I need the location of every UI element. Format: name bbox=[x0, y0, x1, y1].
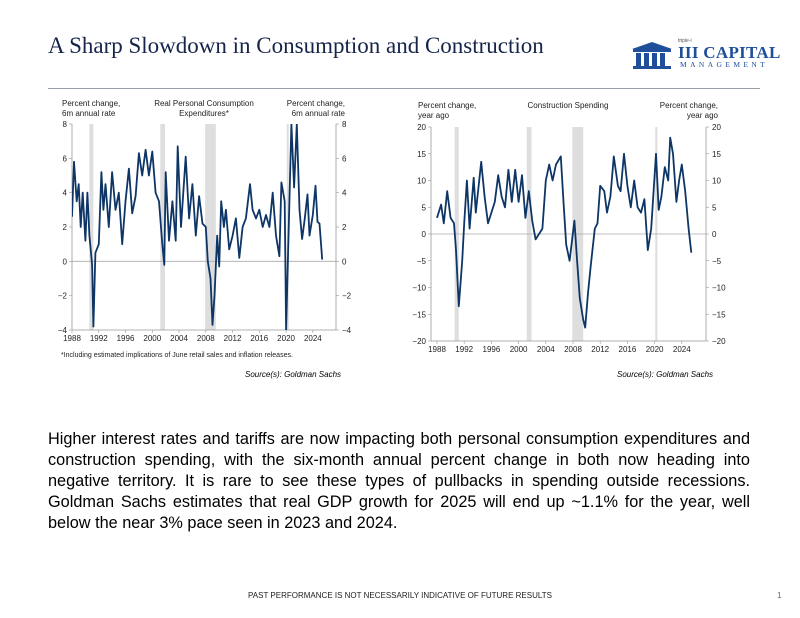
x-tick-label: 2024 bbox=[304, 334, 322, 343]
pce-source: Source(s): Goldman Sachs bbox=[245, 370, 342, 379]
x-tick-label: 2000 bbox=[510, 345, 528, 354]
y-axis-label-left: 6m annual rate bbox=[62, 109, 116, 118]
chart-footnote: *Including estimated implications of Jun… bbox=[61, 352, 293, 359]
y-tick-label-left: −4 bbox=[58, 326, 68, 335]
y-tick-label-right: −4 bbox=[342, 326, 352, 335]
x-tick-label: 2004 bbox=[170, 334, 188, 343]
y-tick-label-right: 2 bbox=[342, 223, 347, 232]
title-divider bbox=[48, 88, 760, 89]
y-tick-label-right: 10 bbox=[712, 177, 721, 186]
chart-title: Construction Spending bbox=[528, 101, 609, 110]
chart-title: Real Personal Consumption bbox=[154, 99, 254, 108]
y-tick-label-left: −10 bbox=[412, 284, 426, 293]
y-tick-label-right: 5 bbox=[712, 203, 717, 212]
x-tick-label: 2004 bbox=[537, 345, 555, 354]
y-tick-label-left: 15 bbox=[417, 150, 426, 159]
building-columns-icon bbox=[632, 42, 672, 69]
recession-band bbox=[205, 124, 216, 330]
x-tick-label: 2020 bbox=[277, 334, 295, 343]
y-axis-label-right: Percent change, bbox=[660, 101, 718, 110]
y-tick-label-right: −2 bbox=[342, 292, 352, 301]
y-tick-label-left: 0 bbox=[422, 230, 427, 239]
pce-chart: −4 −4 −2 −2 0 0 2 2 4 4 6 6 8 8 1988 1992 1996 2000 2004 20… bbox=[58, 99, 352, 359]
x-tick-label: 2016 bbox=[619, 345, 637, 354]
y-tick-label-left: −2 bbox=[58, 292, 68, 301]
y-tick-label-left: 20 bbox=[417, 123, 426, 132]
x-tick-label: 2008 bbox=[564, 345, 582, 354]
y-tick-label-left: 4 bbox=[63, 189, 68, 198]
y-tick-label-right: −5 bbox=[712, 257, 722, 266]
x-tick-label: 2024 bbox=[673, 345, 691, 354]
x-tick-label: 2012 bbox=[224, 334, 242, 343]
y-tick-label-left: 5 bbox=[422, 203, 427, 212]
y-tick-label-left: 6 bbox=[63, 154, 68, 163]
construction-source: Source(s): Goldman Sachs bbox=[617, 370, 714, 379]
x-tick-label: 2012 bbox=[591, 345, 609, 354]
x-tick-label: 1988 bbox=[63, 334, 81, 343]
y-tick-label-right: −10 bbox=[712, 284, 726, 293]
x-tick-label: 1996 bbox=[483, 345, 501, 354]
series-line bbox=[72, 124, 324, 330]
y-tick-label-left: −15 bbox=[412, 310, 426, 319]
y-axis-label-right: Percent change, bbox=[287, 99, 345, 108]
page-number: 1 bbox=[777, 591, 782, 600]
x-tick-label: 2020 bbox=[646, 345, 664, 354]
y-tick-label-right: 15 bbox=[712, 150, 721, 159]
y-tick-label-right: −15 bbox=[712, 310, 726, 319]
company-logo: triple-i III CAPITAL MANAGEMENT bbox=[630, 38, 780, 70]
logo-tagline: triple-i bbox=[678, 38, 692, 44]
x-tick-label: 1988 bbox=[428, 345, 446, 354]
y-tick-label-right: −20 bbox=[712, 337, 726, 346]
recession-band bbox=[286, 124, 289, 330]
y-tick-label-left: 8 bbox=[63, 120, 68, 129]
x-tick-label: 2000 bbox=[143, 334, 161, 343]
y-tick-label-left: 0 bbox=[63, 257, 68, 266]
x-tick-label: 1992 bbox=[90, 334, 108, 343]
y-tick-label-right: 8 bbox=[342, 120, 347, 129]
y-tick-label-right: 4 bbox=[342, 189, 347, 198]
chart-title: Expenditures* bbox=[179, 109, 229, 118]
y-tick-label-right: 6 bbox=[342, 154, 347, 163]
commentary-paragraph: Higher interest rates and tariffs are no… bbox=[48, 430, 750, 532]
x-tick-label: 2016 bbox=[250, 334, 268, 343]
x-tick-label: 2008 bbox=[197, 334, 215, 343]
y-axis-label-left: Percent change, bbox=[62, 99, 120, 108]
y-tick-label-right: 0 bbox=[342, 257, 347, 266]
logo-subtitle: MANAGEMENT bbox=[680, 60, 769, 69]
y-tick-label-left: −5 bbox=[417, 257, 427, 266]
y-tick-label-right: 0 bbox=[712, 230, 717, 239]
series-line bbox=[436, 136, 693, 329]
y-axis-label-left: Percent change, bbox=[418, 101, 476, 110]
y-tick-label-left: 10 bbox=[417, 177, 426, 186]
y-axis-label-right: 6m annual rate bbox=[292, 109, 346, 118]
y-tick-label-left: −20 bbox=[412, 337, 426, 346]
y-tick-label-right: 20 bbox=[712, 123, 721, 132]
recession-band bbox=[160, 124, 165, 330]
y-axis-label-left: year ago bbox=[418, 111, 450, 120]
slide-title: A Sharp Slowdown in Consumption and Cons… bbox=[48, 33, 544, 58]
y-tick-label-left: 2 bbox=[63, 223, 68, 232]
x-tick-label: 1992 bbox=[455, 345, 473, 354]
disclaimer-footer: PAST PERFORMANCE IS NOT NECESSARILY INDI… bbox=[248, 591, 552, 600]
logo-name: III CAPITAL bbox=[678, 43, 781, 62]
y-axis-label-right: year ago bbox=[687, 111, 719, 120]
recession-band bbox=[89, 124, 94, 330]
x-tick-label: 1996 bbox=[117, 334, 135, 343]
